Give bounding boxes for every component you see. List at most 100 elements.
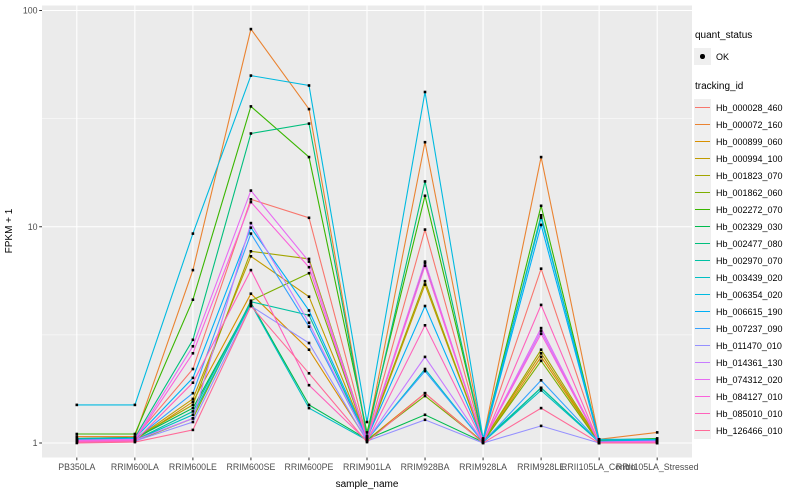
data-point-Hb_001823_070 bbox=[539, 348, 543, 351]
data-point-Hb_126466_010 bbox=[191, 428, 195, 432]
legend-key-Hb_002477_080 bbox=[694, 235, 711, 252]
legend-item-ok: OK bbox=[694, 48, 800, 65]
data-point-Hb_084127_010 bbox=[249, 200, 253, 204]
legend-label: Hb_084127_010 bbox=[716, 391, 783, 402]
data-point-Hb_002329_030 bbox=[307, 403, 311, 407]
data-point-Hb_006354_020 bbox=[481, 437, 485, 440]
legend-label: Hb_085010_010 bbox=[716, 408, 783, 419]
legend-key-line-icon bbox=[695, 208, 710, 211]
x-tick-label: RRIM901LA bbox=[343, 462, 391, 472]
legend-key-Hb_002272_070 bbox=[694, 201, 711, 218]
data-point-Hb_002272_070 bbox=[423, 194, 427, 198]
legend-key-ok bbox=[694, 48, 711, 65]
legend-key-line-icon bbox=[695, 106, 710, 109]
y-axis-title: FPKM + 1 bbox=[4, 208, 15, 253]
legend-key-line-icon bbox=[695, 276, 710, 279]
legend-label: Hb_002272_070 bbox=[716, 204, 783, 215]
data-point-Hb_001823_070 bbox=[307, 257, 311, 261]
legend-key-Hb_000028_460 bbox=[694, 99, 711, 116]
data-point-Hb_006354_020 bbox=[191, 232, 195, 235]
legend-key-line-icon bbox=[695, 429, 710, 432]
x-tick-label: RRII105LA_Stressed bbox=[616, 462, 699, 472]
x-tick-label: RRIM928BA bbox=[401, 462, 450, 472]
legend-item-Hb_084127_010: Hb_084127_010 bbox=[694, 388, 800, 405]
legend-item-Hb_002329_030: Hb_002329_030 bbox=[694, 218, 800, 235]
data-point-Hb_006354_020 bbox=[423, 90, 427, 94]
data-point-Hb_003439_020 bbox=[307, 406, 311, 410]
data-point-Hb_002477_080 bbox=[307, 122, 311, 125]
legend-key-line-icon bbox=[695, 174, 710, 177]
legend-key-Hb_002970_070 bbox=[694, 252, 711, 269]
data-point-Hb_002970_070 bbox=[539, 386, 543, 390]
plot-panel-layer bbox=[42, 5, 692, 458]
data-point-Hb_002477_080 bbox=[249, 132, 253, 135]
data-point-Hb_007237_090 bbox=[191, 391, 195, 395]
data-point-Hb_084127_010 bbox=[539, 332, 543, 336]
data-point-Hb_000072_160 bbox=[423, 140, 427, 144]
data-point-Hb_002477_080 bbox=[539, 214, 543, 217]
data-point-Hb_014361_130 bbox=[539, 329, 543, 333]
data-point-Hb_000899_060 bbox=[191, 400, 195, 404]
legend-key-Hb_084127_010 bbox=[694, 388, 711, 405]
legend-item-Hb_002272_070: Hb_002272_070 bbox=[694, 201, 800, 218]
data-point-Hb_085010_010 bbox=[249, 268, 253, 272]
legend-item-Hb_000028_460: Hb_000028_460 bbox=[694, 99, 800, 116]
legend-item-Hb_000994_100: Hb_000994_100 bbox=[694, 150, 800, 167]
data-point-Hb_001823_070 bbox=[423, 279, 427, 283]
data-point-Hb_002970_070 bbox=[423, 261, 427, 265]
data-point-Hb_006354_020 bbox=[539, 216, 543, 220]
data-point-Hb_084127_010 bbox=[365, 438, 369, 441]
legend-label: Hb_001823_070 bbox=[716, 170, 783, 181]
data-point-Hb_006354_020 bbox=[133, 403, 137, 407]
data-point-Hb_000994_100 bbox=[539, 352, 543, 355]
x-tick-label: RRIM600LA bbox=[111, 462, 159, 472]
legend-key-line-icon bbox=[695, 191, 710, 194]
axis-layer: 1 10 100 PB350LA RRIM600LA RRIM600LE RRIM600SE… bbox=[23, 6, 699, 473]
data-point-Hb_002970_070 bbox=[307, 313, 311, 317]
legend-item-Hb_003439_020: Hb_003439_020 bbox=[694, 269, 800, 286]
legend-label: Hb_007237_090 bbox=[716, 323, 783, 334]
data-point-Hb_074312_020 bbox=[191, 345, 195, 348]
data-point-Hb_014361_130 bbox=[423, 355, 427, 359]
data-point-Hb_000072_160 bbox=[249, 27, 253, 31]
data-point-Hb_014361_130 bbox=[191, 417, 195, 420]
data-point-Hb_074312_020 bbox=[307, 260, 311, 263]
legend-key-line-icon bbox=[695, 361, 710, 364]
legend-label: Hb_126466_010 bbox=[716, 425, 783, 436]
legend-key-line-icon bbox=[695, 157, 710, 160]
legend-label: Hb_002329_030 bbox=[716, 221, 783, 232]
data-point-Hb_126466_010 bbox=[655, 441, 659, 445]
point-icon bbox=[700, 54, 705, 59]
legend-key-line-icon bbox=[695, 140, 710, 143]
data-point-Hb_001862_060 bbox=[423, 394, 427, 398]
legend-key-line-icon bbox=[695, 123, 710, 126]
legend-key-Hb_000072_160 bbox=[694, 116, 711, 133]
legend-key-Hb_014361_130 bbox=[694, 354, 711, 371]
data-point-Hb_000028_460 bbox=[191, 367, 195, 371]
data-point-Hb_003439_020 bbox=[423, 367, 427, 371]
legend-item-Hb_000899_060: Hb_000899_060 bbox=[694, 133, 800, 150]
data-point-Hb_002329_030 bbox=[423, 413, 427, 417]
data-point-Hb_085010_010 bbox=[191, 381, 195, 384]
data-point-Hb_002970_070 bbox=[191, 410, 195, 413]
legend-key-Hb_001823_070 bbox=[694, 167, 711, 184]
data-point-Hb_011470_010 bbox=[307, 341, 311, 345]
data-point-Hb_126466_010 bbox=[307, 372, 311, 375]
data-point-Hb_002477_080 bbox=[423, 180, 427, 183]
legend-key-Hb_002329_030 bbox=[694, 218, 711, 235]
data-point-Hb_000994_100 bbox=[249, 255, 253, 258]
data-point-Hb_002272_070 bbox=[191, 298, 195, 301]
legend-item-Hb_011470_010: Hb_011470_010 bbox=[694, 337, 800, 354]
legend-item-Hb_000072_160: Hb_000072_160 bbox=[694, 116, 800, 133]
legend-item-Hb_006354_020: Hb_006354_020 bbox=[694, 286, 800, 303]
data-point-Hb_085010_010 bbox=[539, 303, 543, 307]
legend-label: Hb_000072_160 bbox=[716, 119, 783, 130]
data-point-Hb_011470_010 bbox=[539, 424, 543, 428]
data-point-Hb_000994_100 bbox=[423, 283, 427, 286]
data-point-Hb_000072_160 bbox=[191, 268, 195, 272]
x-tick-label: RRIM928LA bbox=[459, 462, 507, 472]
data-point-Hb_002272_070 bbox=[307, 155, 311, 159]
legend-label: Hb_001862_060 bbox=[716, 187, 783, 198]
y-tick-label: 10 bbox=[28, 222, 38, 232]
